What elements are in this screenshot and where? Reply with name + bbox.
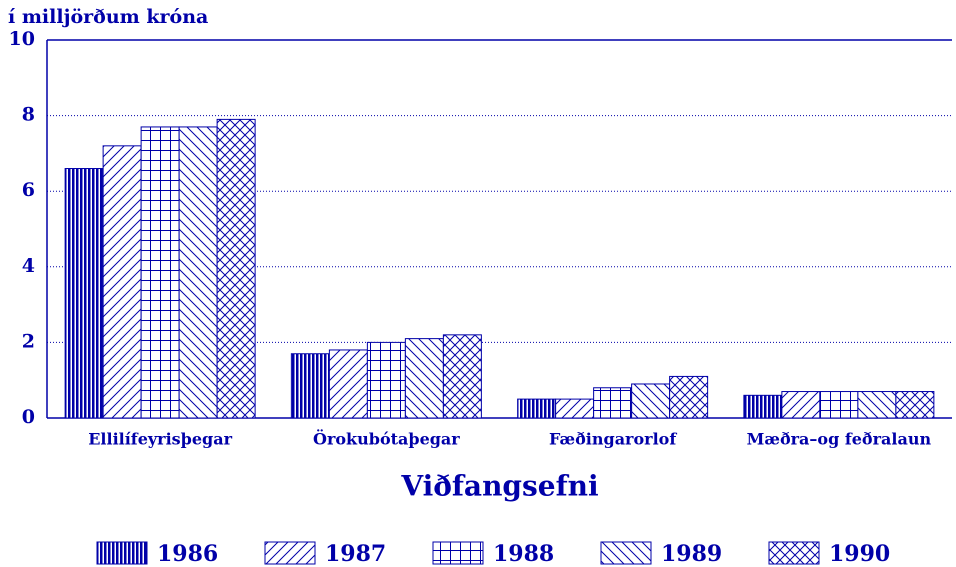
bar [631,383,671,419]
bar [593,387,633,419]
bar [404,338,444,419]
bar [555,398,595,419]
y-tick-label: 4 [22,255,35,277]
bar [64,168,104,419]
x-tick-label: Ellilífeyrisþegar [88,430,232,449]
y-tick-label: 6 [22,179,35,201]
bar [140,126,180,419]
legend-label: 1986 [157,541,218,567]
bar [442,334,482,419]
legend-swatch [432,541,484,565]
legend-label: 1989 [661,541,722,567]
bar [669,375,709,419]
x-axis-label: Viðfangsefni [400,470,598,503]
y-tick-label: 10 [9,28,35,50]
bar [102,145,142,419]
legend-swatch [600,541,652,565]
legend-swatch [96,541,148,565]
y-tick-label: 2 [22,330,35,352]
legend-label: 1988 [493,541,554,567]
y-tick-label: 0 [22,406,35,428]
bar [178,126,218,419]
y-tick-label: 8 [22,104,35,126]
legend-label: 1990 [829,541,890,567]
bar [743,394,783,419]
legend-swatch [768,541,820,565]
bar [517,398,557,419]
x-tick-label: Mæðra–og feðralaun [747,430,932,449]
bar [819,391,859,419]
bar [781,391,821,419]
y-axis-label: í milljörðum króna [8,6,208,28]
bar [857,391,897,419]
bar [895,391,935,419]
bar [366,341,406,419]
legend-swatch [264,541,316,565]
bar [216,118,256,419]
legend-label: 1987 [325,541,386,567]
x-tick-label: Fæðingarorlof [549,430,677,449]
bar [328,349,368,419]
x-tick-label: Örokubótaþegar [313,429,460,449]
bar [290,353,330,419]
